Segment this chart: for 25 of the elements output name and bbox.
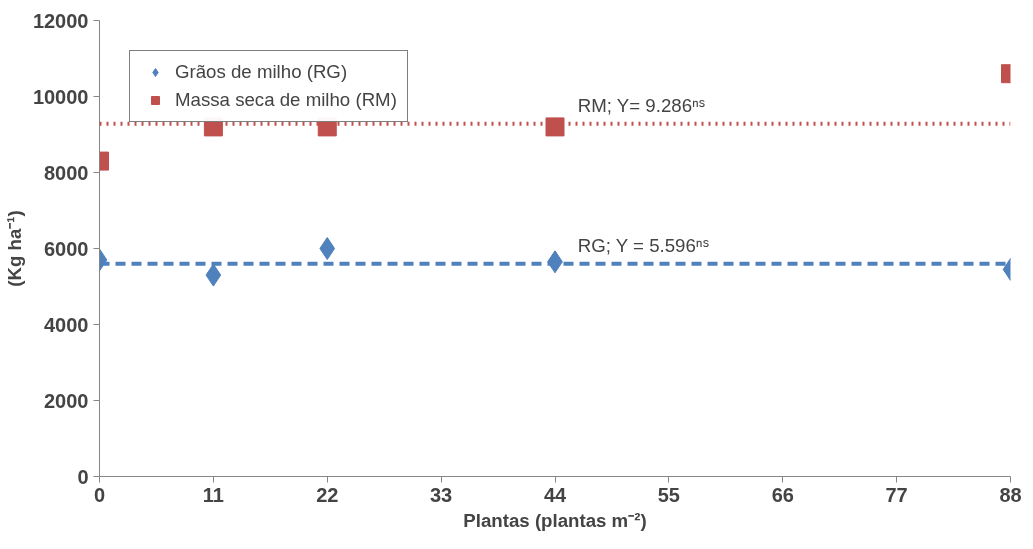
x-tick-label: 22 — [316, 483, 339, 506]
y-tick-label: 4000 — [44, 313, 89, 336]
y-tick-label: 12000 — [32, 9, 89, 32]
x-tick-label: 0 — [93, 483, 106, 506]
y-axis-title: (Kg ha⁻¹) — [3, 210, 25, 287]
x-tick-label: 11 — [202, 483, 224, 506]
x-tick-label: 33 — [430, 483, 453, 506]
ref-line-label: RM; Y= 9.286ⁿˢ — [577, 94, 706, 116]
x-axis-title: Plantas (plantas m⁻²) — [463, 509, 647, 531]
x-tick-label: 55 — [657, 483, 680, 506]
legend-label: Grãos de milho (RG) — [175, 61, 348, 83]
point — [319, 237, 336, 260]
x-tick-label: 44 — [543, 483, 567, 506]
legend-label: Massa seca de milho (RM) — [175, 89, 397, 111]
x-tick-label: 77 — [885, 483, 908, 506]
x-tick-label: 88 — [999, 483, 1022, 506]
y-tick-label: 2000 — [44, 389, 89, 412]
y-tick-label: 0 — [77, 465, 89, 488]
ref-line-label: RG; Y = 5.596ⁿˢ — [577, 234, 709, 256]
y-tick-label: 6000 — [44, 237, 89, 260]
point — [205, 263, 222, 287]
x-tick-label: 66 — [771, 483, 794, 506]
point — [545, 117, 565, 137]
y-tick-label: 10000 — [32, 85, 89, 108]
y-tick-label: 8000 — [44, 161, 89, 184]
